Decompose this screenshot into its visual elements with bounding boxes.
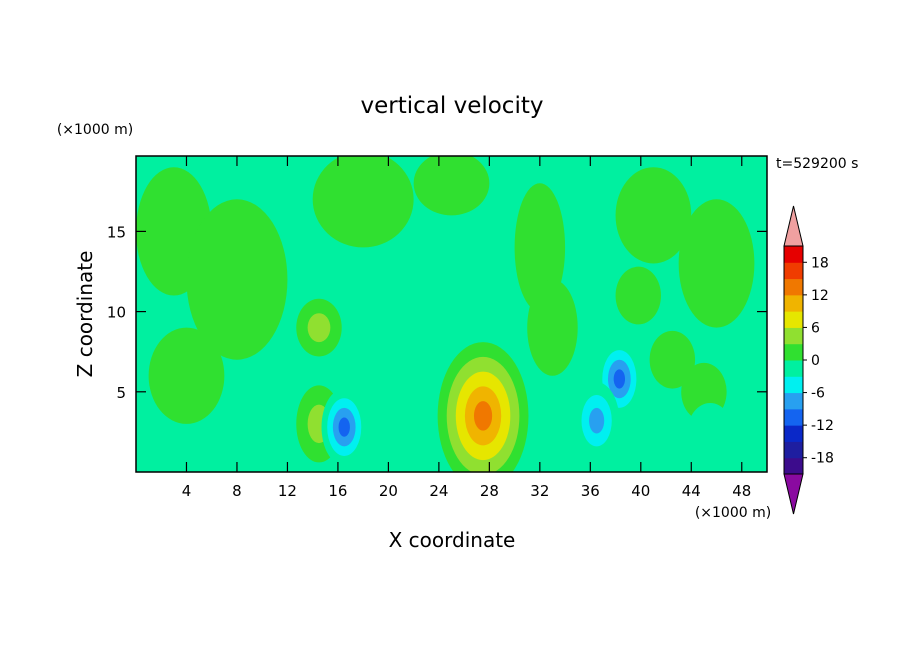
y-axis-label: Z coordinate <box>73 251 97 378</box>
plot-frame <box>135 155 768 473</box>
field-feature <box>226 395 273 453</box>
x-axis: 4 8 12 16 20 24 28 32 36 40 44 48 <box>182 156 751 500</box>
x-tick-label: 36 <box>581 482 600 500</box>
x-tick-label: 44 <box>682 482 701 500</box>
colorbar-band <box>784 376 803 394</box>
field-feature <box>365 330 412 389</box>
x-tick-label: 24 <box>429 482 448 500</box>
colorbar-band <box>784 425 803 442</box>
contour-band <box>613 369 626 389</box>
contour-band <box>615 266 661 325</box>
colorbar-under-arrow <box>783 473 804 515</box>
contour-band <box>365 330 412 389</box>
colorbar-band <box>784 343 803 361</box>
colorbar-tick-label: -12 <box>811 418 834 434</box>
field-feature <box>687 403 733 461</box>
colorbar-band <box>784 392 803 410</box>
colorbar-band <box>784 294 803 312</box>
near-zero-region <box>413 156 490 216</box>
colorbar-tick-label: 0 <box>811 353 820 369</box>
colorbar-band <box>784 457 803 475</box>
contour-band <box>687 403 733 461</box>
near-zero-region <box>312 156 414 248</box>
chart-title: vertical velocity <box>361 93 544 119</box>
x-tick-label: 8 <box>232 482 242 500</box>
x-tick-label: 28 <box>480 482 499 500</box>
near-zero-region <box>678 199 755 328</box>
y-tick-label: 15 <box>107 223 126 241</box>
colorbar-tick-label: 12 <box>811 288 829 304</box>
colorbar-band <box>784 311 803 328</box>
contour-field <box>136 156 755 472</box>
x-tick-label: 4 <box>182 482 192 500</box>
x-tick-label: 20 <box>379 482 398 500</box>
plot-area <box>135 155 768 473</box>
colorbar-tick-label: -6 <box>811 386 825 402</box>
colorbar-band <box>784 246 803 263</box>
contour-band <box>338 417 350 437</box>
x-unit-label: (×1000 m) <box>695 505 771 521</box>
y-tick-label: 10 <box>107 304 126 322</box>
near-zero-region <box>615 167 692 264</box>
near-zero-region <box>527 279 578 376</box>
field-feature <box>321 388 367 466</box>
x-tick-label: 48 <box>732 482 751 500</box>
time-label: t=529200 s <box>776 156 858 172</box>
field-feature <box>649 330 696 389</box>
colorbar-band <box>784 278 803 296</box>
field-feature <box>615 266 661 325</box>
contour-band <box>307 313 331 343</box>
x-axis-label: X coordinate <box>389 528 516 552</box>
colorbar-band <box>784 360 803 377</box>
field-feature <box>296 298 342 357</box>
colorbar-over-arrow <box>783 205 804 247</box>
colorbar-tick-label: -18 <box>811 451 834 467</box>
y-unit-label: (×1000 m) <box>57 122 133 138</box>
x-tick-label: 16 <box>328 482 347 500</box>
x-tick-label: 40 <box>631 482 650 500</box>
colorbar-band <box>784 441 803 459</box>
colorbar-band <box>784 262 803 280</box>
contour-band <box>649 330 696 389</box>
field-feature <box>437 342 529 472</box>
colorbar: -18 -12 -6 0 6 12 18 <box>783 205 834 515</box>
y-tick-label: 5 <box>116 384 126 402</box>
field-feature <box>573 382 620 460</box>
x-tick-label: 32 <box>530 482 549 500</box>
x-tick-label: 12 <box>278 482 297 500</box>
colorbar-tick-label: 18 <box>811 255 829 271</box>
contour-band <box>226 395 273 453</box>
near-zero-region <box>148 327 225 424</box>
contour-band <box>473 401 493 431</box>
colorbar-band <box>784 327 803 345</box>
near-zero-region <box>186 199 288 360</box>
y-axis: 5 10 15 <box>107 223 767 402</box>
contour-band <box>589 407 605 434</box>
colorbar-band <box>784 408 803 426</box>
colorbar-tick-label: 6 <box>811 320 820 336</box>
